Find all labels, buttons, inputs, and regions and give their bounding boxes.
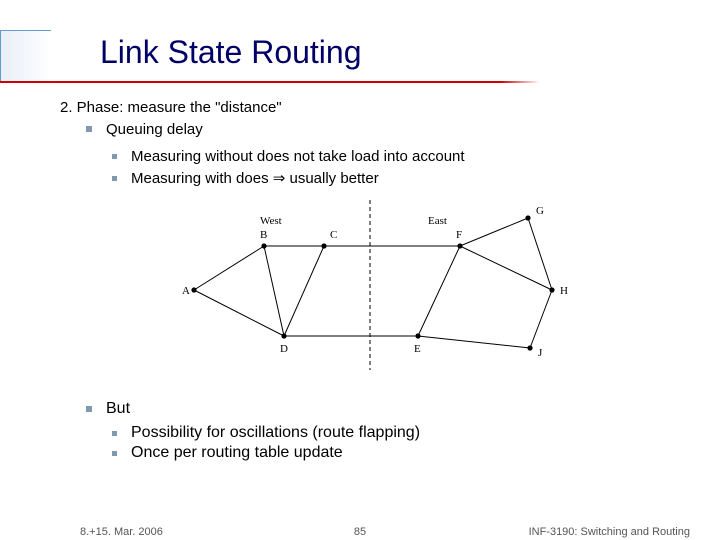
bullet-but-sub2: Once per routing table update bbox=[112, 444, 680, 462]
svg-text:H: H bbox=[560, 285, 568, 297]
square-bullet-icon bbox=[112, 176, 117, 181]
svg-text:C: C bbox=[330, 229, 337, 241]
bullet-but: But bbox=[86, 400, 680, 418]
square-bullet-icon bbox=[112, 154, 117, 159]
square-bullet-icon bbox=[86, 126, 92, 132]
footer-date: 8.+15. Mar. 2006 bbox=[80, 526, 163, 538]
svg-text:B: B bbox=[260, 229, 267, 241]
page-title: Link State Routing bbox=[100, 34, 362, 71]
bullet-text: Possibility for oscillations (route flap… bbox=[131, 424, 420, 442]
but-section: But Possibility for oscillations (route … bbox=[60, 400, 680, 464]
network-svg: West East A B C D E F G H J bbox=[170, 200, 570, 370]
title-bar: Link State Routing bbox=[0, 30, 720, 84]
bullet-queuing-sub2: Measuring with does ⇒ usually better bbox=[112, 169, 680, 189]
bullet-text: But bbox=[106, 400, 130, 418]
svg-text:G: G bbox=[536, 205, 544, 217]
bullet-queuing-sub1: Measuring without does not take load int… bbox=[112, 147, 680, 167]
title-underline bbox=[0, 81, 540, 83]
footer-course: INF-3190: Switching and Routing bbox=[529, 526, 690, 538]
square-bullet-icon bbox=[112, 431, 117, 436]
phase-line: 2. Phase: measure the "distance" bbox=[60, 98, 680, 118]
network-diagram: West East A B C D E F G H J bbox=[170, 200, 570, 370]
bullet-text: Measuring with does ⇒ usually better bbox=[131, 169, 379, 189]
svg-text:East: East bbox=[428, 215, 447, 227]
svg-text:West: West bbox=[260, 215, 282, 227]
bullet-text: Queuing delay bbox=[106, 120, 203, 140]
bullet-queuing: Queuing delay bbox=[86, 120, 680, 140]
svg-text:E: E bbox=[414, 343, 421, 355]
square-bullet-icon bbox=[86, 406, 92, 412]
svg-text:F: F bbox=[456, 229, 462, 241]
bullet-but-sub1: Possibility for oscillations (route flap… bbox=[112, 424, 680, 442]
slide: Link State Routing 2. Phase: measure the… bbox=[0, 0, 720, 540]
bullet-text: Measuring without does not take load int… bbox=[131, 147, 465, 167]
svg-text:A: A bbox=[182, 285, 190, 297]
bullet-text: Once per routing table update bbox=[131, 444, 343, 462]
title-accent bbox=[0, 30, 51, 83]
svg-text:J: J bbox=[538, 347, 543, 359]
svg-text:D: D bbox=[280, 343, 288, 355]
square-bullet-icon bbox=[112, 451, 117, 456]
footer-page-number: 85 bbox=[354, 526, 366, 538]
body-content: 2. Phase: measure the "distance" Queuing… bbox=[60, 98, 680, 191]
